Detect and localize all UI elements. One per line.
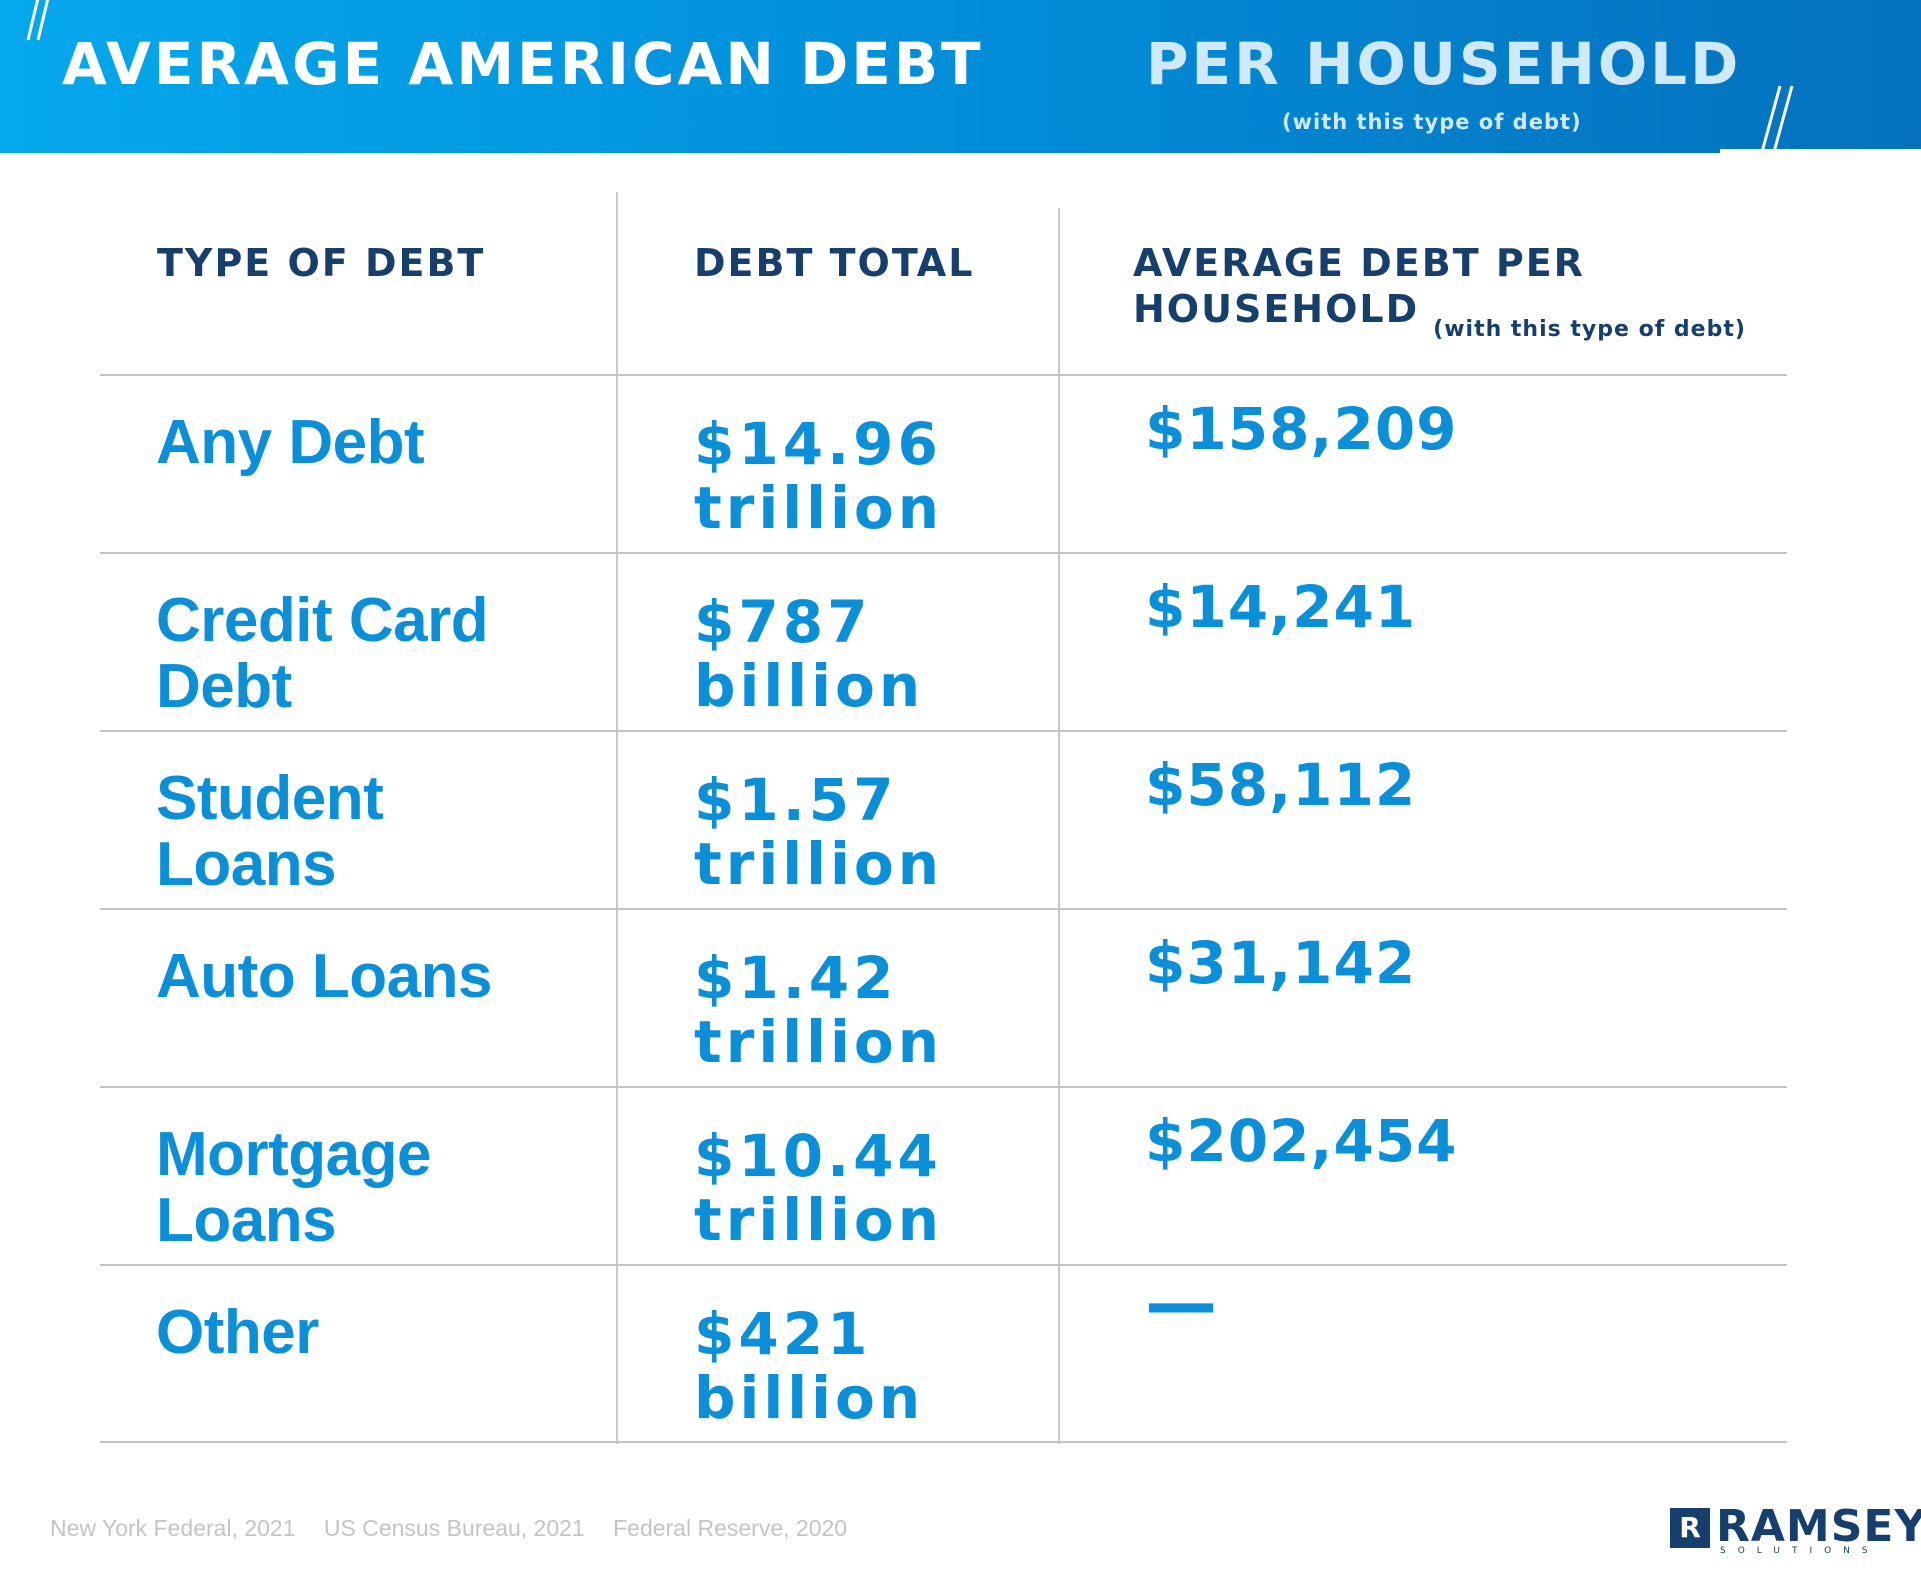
row-divider — [100, 1441, 1787, 1443]
row-divider — [100, 552, 1787, 554]
debt-type-cell: Any Debt — [156, 408, 425, 477]
header-banner: AVERAGE AMERICAN DEBT PER HOUSEHOLD (wit… — [0, 0, 1921, 153]
logo-mark-icon: R — [1670, 1508, 1710, 1548]
row-divider — [100, 1086, 1787, 1088]
table-row: Student Loans $1.57 trillion $58,112 — [100, 732, 1787, 910]
debt-total-unit: billion — [694, 652, 925, 720]
debt-table: TYPE OF DEBT DEBT TOTAL AVERAGE DEBT PER… — [100, 190, 1787, 1444]
table-row: Mortgage Loans $10.44 trillion $202,454 — [100, 1088, 1787, 1266]
table-row: Credit Card Debt $787 billion $14,241 — [100, 554, 1787, 732]
debt-type-cell: Credit Card Debt — [156, 586, 489, 721]
row-divider — [100, 908, 1787, 910]
debt-total-amount: $14.96 — [694, 410, 942, 478]
slash-decoration-icon — [26, 0, 50, 41]
average-debt-cell: $58,112 — [1145, 751, 1417, 819]
debt-total-amount: $10.44 — [694, 1122, 942, 1190]
column-header-average: AVERAGE DEBT PER HOUSEHOLD (with this typ… — [1133, 240, 1746, 353]
debt-type-cell: Mortgage Loans — [156, 1120, 432, 1255]
debt-total-unit: trillion — [694, 474, 943, 542]
column-divider — [1058, 208, 1060, 1444]
average-debt-cell: — — [1145, 1261, 1218, 1345]
debt-total-cell: $1.57 trillion — [694, 768, 1114, 896]
debt-total-cell: $787 billion — [694, 590, 1114, 718]
column-header-type: TYPE OF DEBT — [157, 241, 486, 285]
slash-decoration-icon — [1760, 85, 1794, 153]
average-debt-cell: $202,454 — [1145, 1107, 1458, 1175]
debt-total-unit: trillion — [694, 830, 943, 898]
debt-total-cell: $421 billion — [694, 1302, 1114, 1430]
banner-underline — [1720, 149, 1921, 153]
debt-total-amount: $787 — [694, 588, 872, 656]
table-row: Any Debt $14.96 trillion $158,209 — [100, 376, 1787, 554]
column-header-average-line2-text: HOUSEHOLD — [1133, 287, 1420, 331]
row-divider — [100, 730, 1787, 732]
debt-total-unit: trillion — [694, 1008, 943, 1076]
ramsey-logo: R RAMSEY SOLUTIONS — [1670, 1502, 1921, 1564]
debt-total-unit: billion — [694, 1364, 925, 1432]
column-divider — [616, 192, 618, 1444]
sources-footnote: New York Federal, 2021 US Census Bureau,… — [50, 1515, 869, 1542]
average-debt-cell: $158,209 — [1145, 395, 1458, 463]
column-header-average-note: (with this type of debt) — [1433, 317, 1746, 342]
column-header-average-line2: HOUSEHOLD (with this type of debt) — [1133, 286, 1746, 353]
debt-total-cell: $10.44 trillion — [694, 1124, 1114, 1252]
debt-total-unit: trillion — [694, 1186, 943, 1254]
row-divider — [100, 374, 1787, 376]
row-divider — [100, 1264, 1787, 1266]
table-row: Other $421 billion — — [100, 1266, 1787, 1444]
debt-total-cell: $1.42 trillion — [694, 946, 1114, 1074]
source-item: Federal Reserve, 2020 — [613, 1515, 848, 1541]
debt-type-cell: Student Loans — [156, 764, 384, 899]
page-subtitle-note: (with this type of debt) — [1282, 110, 1582, 134]
debt-total-cell: $14.96 trillion — [694, 412, 1114, 540]
column-header-total: DEBT TOTAL — [694, 241, 975, 285]
page-subtitle: PER HOUSEHOLD — [1146, 30, 1742, 98]
debt-type-cell: Other — [156, 1298, 319, 1367]
source-item: US Census Bureau, 2021 — [323, 1515, 585, 1541]
debt-total-amount: $1.57 — [694, 766, 898, 834]
logo-subtext: SOLUTIONS — [1720, 1546, 1880, 1556]
page-title: AVERAGE AMERICAN DEBT — [62, 30, 984, 98]
source-item: New York Federal, 2021 — [50, 1515, 296, 1541]
debt-total-amount: $421 — [694, 1300, 872, 1368]
debt-total-amount: $1.42 — [694, 944, 898, 1012]
logo-wordmark: RAMSEY — [1716, 1501, 1921, 1552]
table-row: Auto Loans $1.42 trillion $31,142 — [100, 910, 1787, 1088]
debt-type-cell: Auto Loans — [156, 942, 492, 1011]
column-header-average-line1: AVERAGE DEBT PER — [1133, 241, 1585, 285]
average-debt-cell: $31,142 — [1145, 929, 1417, 997]
average-debt-cell: $14,241 — [1145, 573, 1417, 641]
